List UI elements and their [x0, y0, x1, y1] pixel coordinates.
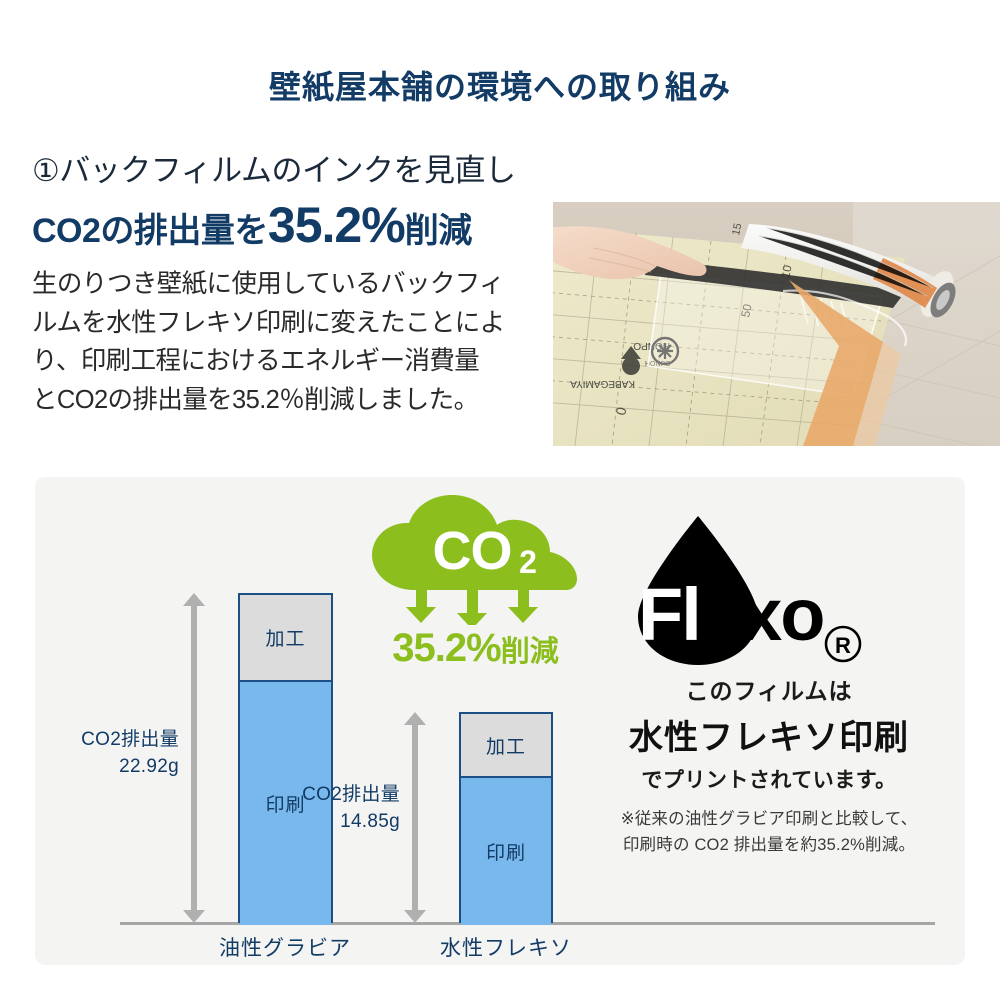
co2-reduction-suffix: 削減 — [500, 636, 559, 668]
co2-cloud-icon: CO 2 — [372, 495, 577, 625]
intro-heading: ①バックフィルムのインクを見直し — [32, 153, 516, 188]
bar-segment-print-gravure: 印刷 — [240, 682, 331, 925]
svg-text:CO: CO — [433, 521, 512, 581]
bar-flexo: 加工 印刷 — [459, 712, 553, 925]
emission-value: 14.85g — [340, 810, 400, 832]
bar-gravure: 加工 印刷 — [238, 593, 333, 925]
arrow-head-up-icon — [404, 712, 426, 725]
arrow-head-down-icon — [404, 910, 426, 923]
arrow-shaft — [412, 723, 418, 912]
co2-reduction-badge: CO 2 35.2%削減 — [368, 495, 583, 680]
emission-arrow-flexo — [404, 712, 426, 923]
axis-label-gravure: 油性グラビア — [219, 937, 351, 960]
flexo-footnote-line: ※従来の油性グラビア印刷と比較して、 — [620, 810, 918, 828]
svg-text:50: 50 — [738, 302, 755, 318]
intro-subheading-value: 35.2% — [267, 196, 406, 253]
page-title: 壁紙屋本舗の環境への取り組み — [268, 69, 731, 105]
emission-caption: CO2排出量 — [81, 729, 179, 750]
flexo-line-2: 水性フレキソ印刷 — [629, 719, 909, 757]
intro-body-line: とCO2の排出量を35.2％削減しました。 — [32, 386, 479, 414]
wallpaper-photo: HONPO KABEGAMIYA HONPO 0 50 10 15 — [553, 196, 1000, 446]
bar-segment-process-gravure: 加工 — [240, 595, 331, 682]
svg-text:2: 2 — [519, 544, 537, 580]
intro-body-line: ルムを水性フレキソ印刷に変えたことによ — [32, 308, 505, 337]
intro-text-block: ①バックフィルムのインクを見直し CO2の排出量を35.2%削減 生のりつき壁紙… — [32, 152, 552, 420]
intro-subheading: CO2の排出量を35.2%削減 — [32, 196, 552, 253]
emission-value: 22.92g — [119, 755, 179, 777]
intro-subheading-suffix: 削減 — [404, 211, 473, 250]
svg-text:R: R — [835, 633, 851, 658]
bar-segment-print-flexo: 印刷 — [461, 778, 551, 925]
arrow-shaft — [191, 604, 197, 912]
svg-text:0: 0 — [612, 405, 629, 416]
photo-illustration: HONPO KABEGAMIYA HONPO 0 50 10 15 — [553, 196, 1000, 446]
registered-mark-icon: R — [824, 625, 862, 663]
emission-label-gravure: CO2排出量 22.92g — [71, 727, 179, 781]
flexo-wordmark-light: Fl — [638, 573, 700, 656]
emission-caption: CO2排出量 — [302, 784, 400, 805]
co2-reduction-text: 35.2%削減 — [368, 626, 583, 671]
co2-reduction-value: 35.2% — [392, 626, 501, 670]
svg-text:15: 15 — [730, 222, 744, 236]
axis-label-flexo: 水性フレキソ — [440, 937, 572, 960]
co2-bar-chart: CO2排出量 22.92g 加工 印刷 油性グラビア CO2排出量 14.85g… — [35, 477, 935, 965]
flexo-line-3: でプリントされています。 — [641, 769, 897, 792]
flexo-footnote: ※従来の油性グラビア印刷と比較して、 印刷時の CO2 排出量を約35.2%削減… — [594, 807, 944, 858]
flexo-wordmark-dark: exo — [702, 573, 824, 656]
intro-body-line: 生のりつき壁紙に使用しているバックフィ — [32, 269, 505, 298]
arrow-head-down-icon — [183, 910, 205, 923]
svg-text:KABEGAMIYA: KABEGAMIYA — [570, 378, 635, 389]
emission-label-flexo: CO2排出量 14.85g — [292, 782, 400, 836]
svg-text:HONPO: HONPO — [645, 361, 671, 368]
intro-body: 生のりつき壁紙に使用しているバックフィ ルムを水性フレキソ印刷に変えたことによ … — [32, 265, 552, 420]
intro-subheading-prefix: CO2の排出量を — [32, 211, 268, 250]
flexo-line-1: このフィルムは — [685, 678, 853, 704]
bar-segment-process-flexo: 加工 — [461, 714, 551, 778]
intro-body-line: り、印刷工程におけるエネルギー消費量 — [32, 347, 480, 376]
flexo-info-block: Fl exo R このフィルムは 水性フレキソ印刷 でプリントされています。 ※… — [594, 510, 944, 858]
downward-arrows-icon — [406, 590, 538, 625]
flexo-footnote-line: 印刷時の CO2 排出量を約35.2%削減。 — [622, 835, 916, 854]
flexo-logo: Fl exo R — [594, 510, 944, 670]
emission-arrow-gravure — [183, 593, 205, 923]
water-drop-icon: Fl exo R — [638, 516, 862, 665]
arrow-head-up-icon — [183, 593, 205, 606]
